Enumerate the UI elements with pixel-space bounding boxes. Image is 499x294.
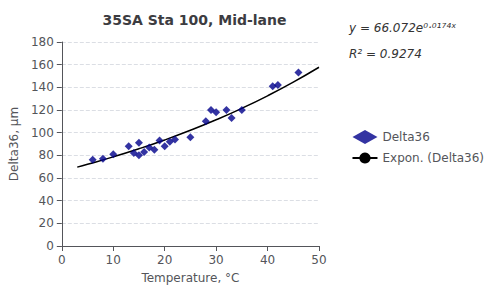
svg-text:100: 100 xyxy=(31,126,54,140)
svg-text:120: 120 xyxy=(31,103,54,117)
svg-text:Delta36: Delta36 xyxy=(382,130,429,144)
svg-text:140: 140 xyxy=(31,80,54,94)
svg-text:20: 20 xyxy=(157,253,172,267)
svg-text:y = 66.072e⁰·⁰¹⁷⁴ˣ: y = 66.072e⁰·⁰¹⁷⁴ˣ xyxy=(348,21,456,35)
svg-text:35SA Sta 100, Mid-lane: 35SA Sta 100, Mid-lane xyxy=(102,12,286,28)
svg-text:180: 180 xyxy=(31,35,54,49)
svg-text:80: 80 xyxy=(39,148,54,162)
svg-text:60: 60 xyxy=(39,171,54,185)
svg-text:10: 10 xyxy=(106,253,121,267)
svg-text:30: 30 xyxy=(208,253,223,267)
svg-text:160: 160 xyxy=(31,58,54,72)
svg-text:0: 0 xyxy=(58,253,66,267)
svg-text:Temperature, °C: Temperature, °C xyxy=(140,271,239,285)
svg-text:R² = 0.9274: R² = 0.9274 xyxy=(349,47,422,61)
svg-text:0: 0 xyxy=(46,239,54,253)
svg-text:Expon. (Delta36): Expon. (Delta36) xyxy=(382,151,484,165)
svg-text:20: 20 xyxy=(39,216,54,230)
svg-text:40: 40 xyxy=(260,253,275,267)
svg-text:Delta36, μm: Delta36, μm xyxy=(7,107,21,181)
svg-text:50: 50 xyxy=(311,253,326,267)
svg-text:40: 40 xyxy=(39,194,54,208)
